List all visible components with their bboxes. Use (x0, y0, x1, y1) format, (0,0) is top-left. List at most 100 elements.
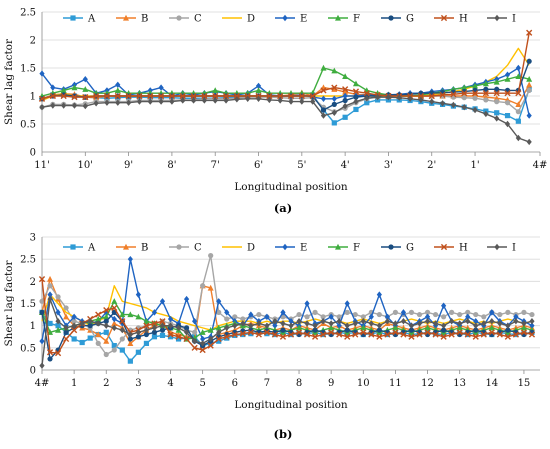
data-point (201, 92, 208, 100)
data-point (215, 335, 222, 343)
x-tick-label: 11' (34, 160, 49, 171)
y-tick-label: 1 (30, 92, 36, 103)
panel-caption: (a) (274, 201, 292, 215)
legend-marker (123, 243, 129, 250)
data-point (344, 333, 351, 340)
data-point (60, 87, 67, 93)
data-point (328, 329, 335, 336)
data-point (441, 314, 447, 320)
x-tick-label: 4' (341, 160, 350, 171)
data-point (342, 86, 349, 93)
data-point (248, 311, 254, 318)
data-point (416, 320, 423, 327)
data-point (192, 318, 198, 325)
chart-panel-a: 0 0.5 1 1.5 2 2.5 11' 10' 9' 8' 7' 6' 5' 4' 3' 2' 1' 4# Lo… (3, 8, 547, 216)
legend-marker (388, 244, 394, 250)
data-point (521, 309, 527, 315)
data-point (342, 114, 348, 120)
legend-item: E (275, 243, 307, 254)
data-point (93, 92, 100, 100)
data-point (320, 318, 326, 325)
data-point (456, 324, 463, 331)
legend-label: A (87, 14, 96, 25)
data-point (364, 95, 370, 102)
data-point (167, 315, 174, 323)
data-point (298, 92, 305, 100)
x-tick-label: 8' (167, 160, 176, 171)
data-point (151, 334, 158, 340)
data-point (515, 90, 522, 97)
chart-panel-b: 00.511.522.534# 1 2 3 4 5 6 7 8 9 10 11 12 13 14 15Long… (3, 233, 540, 441)
x-tick-label: 8 (296, 378, 302, 389)
data-point (224, 335, 230, 341)
data-point (360, 329, 367, 336)
data-point (208, 253, 214, 259)
data-point (79, 339, 85, 346)
data-point (119, 336, 125, 342)
data-point (271, 331, 279, 338)
legend-label: G (406, 243, 414, 254)
data-point (103, 313, 110, 320)
data-point (135, 313, 142, 320)
legend-label: I (512, 14, 516, 25)
data-point (263, 329, 270, 336)
data-point (408, 309, 415, 315)
legend-label: E (300, 14, 307, 25)
data-point (528, 331, 536, 338)
data-point (526, 87, 532, 93)
data-point (223, 97, 229, 104)
data-point (46, 349, 54, 356)
data-point (310, 98, 316, 105)
x-tick-label: 5' (297, 160, 306, 171)
data-point (494, 86, 500, 92)
data-point (111, 324, 117, 332)
data-point (309, 92, 316, 100)
data-point (331, 84, 338, 91)
data-point (136, 92, 143, 100)
data-point (200, 335, 206, 343)
data-point (344, 327, 350, 333)
data-point (465, 318, 471, 325)
panel-caption: (b) (274, 427, 293, 441)
x-tick-label: 10' (78, 160, 93, 171)
data-point (288, 322, 294, 329)
data-point (360, 318, 366, 325)
data-point (264, 322, 270, 329)
data-point (82, 102, 88, 110)
data-point (416, 311, 423, 318)
data-point (127, 336, 133, 342)
data-point (331, 95, 337, 102)
data-point (119, 326, 125, 334)
data-point (71, 102, 78, 109)
data-point (482, 80, 489, 87)
x-tick-label: 6' (254, 160, 263, 171)
data-point (60, 92, 67, 100)
data-point (360, 314, 366, 320)
data-point (320, 314, 326, 320)
x-tick-label: 10 (357, 378, 370, 389)
data-point (336, 318, 342, 325)
data-point (320, 95, 327, 102)
data-point (183, 325, 190, 331)
data-point (143, 322, 150, 329)
data-point (212, 97, 218, 104)
data-point (461, 104, 467, 111)
x-tick-label: 4# (35, 378, 50, 389)
legend-item: D (222, 243, 255, 254)
data-point (352, 331, 359, 338)
data-point (505, 322, 511, 329)
data-point (505, 327, 511, 333)
data-point (424, 313, 431, 320)
data-point (304, 320, 310, 327)
data-point (264, 313, 270, 320)
data-point (127, 358, 133, 364)
legend-marker (176, 244, 182, 250)
data-point (312, 327, 318, 333)
data-point (331, 109, 337, 116)
x-axis-label: Longitudinal position (234, 399, 348, 411)
data-point (457, 320, 463, 327)
data-point (125, 92, 132, 100)
data-point (465, 313, 471, 320)
x-tick-label: 13 (453, 378, 466, 389)
data-point (521, 320, 527, 327)
